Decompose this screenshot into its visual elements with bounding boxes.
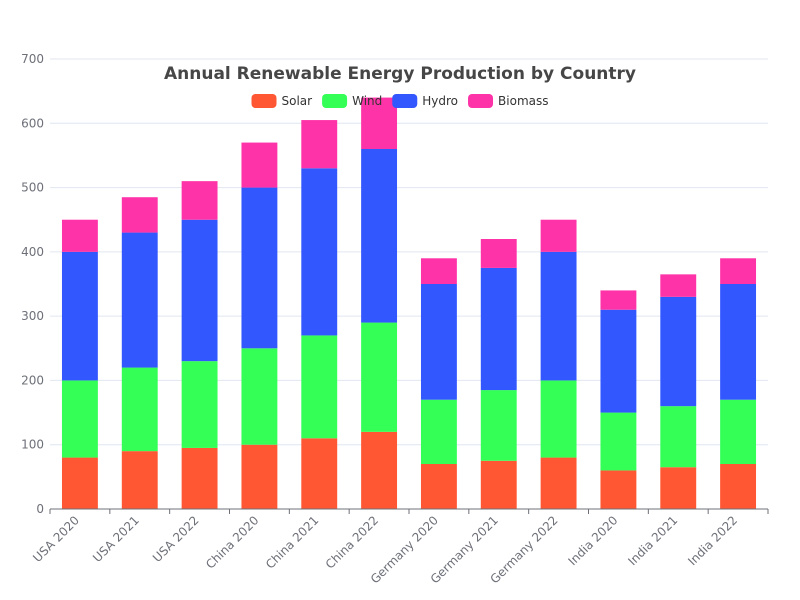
bar-hydro-segment[interactable] bbox=[540, 251, 577, 381]
y-tick-label: 200 bbox=[21, 373, 44, 387]
y-tick-label: 100 bbox=[21, 438, 44, 452]
bar-wind-segment[interactable] bbox=[361, 322, 398, 432]
bar-biomass-segment[interactable] bbox=[420, 258, 457, 284]
bar-solar-segment[interactable] bbox=[181, 447, 218, 509]
y-tick-label: 0 bbox=[36, 502, 44, 516]
bar-solar-segment[interactable] bbox=[301, 438, 338, 509]
bar-hydro-segment[interactable] bbox=[361, 149, 398, 323]
bar-biomass-segment[interactable] bbox=[301, 120, 338, 169]
y-tick-label: 300 bbox=[21, 309, 44, 323]
bar-solar-segment[interactable] bbox=[121, 451, 158, 509]
legend-swatch-hydro[interactable] bbox=[392, 94, 418, 108]
bar-solar-segment[interactable] bbox=[720, 464, 757, 509]
bar-biomass-segment[interactable] bbox=[540, 219, 577, 252]
legend-label-solar[interactable]: Solar bbox=[282, 94, 313, 108]
bar-hydro-segment[interactable] bbox=[480, 267, 517, 391]
bar-biomass-segment[interactable] bbox=[121, 197, 158, 233]
legend: Solar Wind Hydro Biomass bbox=[251, 94, 549, 108]
legend-label-biomass[interactable]: Biomass bbox=[498, 94, 548, 108]
x-tick-label: China 2020 bbox=[203, 513, 261, 571]
bar-solar-segment[interactable] bbox=[480, 460, 517, 509]
y-tick-label: 700 bbox=[21, 52, 44, 66]
bar-wind-segment[interactable] bbox=[301, 335, 338, 439]
bar-wind-segment[interactable] bbox=[121, 367, 158, 452]
bar-solar-segment[interactable] bbox=[61, 457, 98, 509]
chart-title: Annual Renewable Energy Production by Co… bbox=[164, 64, 636, 84]
bar-solar-segment[interactable] bbox=[600, 470, 637, 509]
x-tick-label: USA 2020 bbox=[30, 513, 82, 565]
bar-biomass-segment[interactable] bbox=[480, 239, 517, 268]
bar-wind-segment[interactable] bbox=[241, 348, 278, 445]
legend-swatch-biomass[interactable] bbox=[468, 94, 494, 108]
bar-wind-segment[interactable] bbox=[61, 380, 98, 458]
bar-wind-segment[interactable] bbox=[600, 412, 637, 471]
bar-solar-segment[interactable] bbox=[361, 431, 398, 509]
bar-hydro-segment[interactable] bbox=[241, 187, 278, 349]
legend-label-wind[interactable]: Wind bbox=[352, 94, 382, 108]
bar-wind-segment[interactable] bbox=[480, 390, 517, 461]
bar-wind-segment[interactable] bbox=[660, 406, 697, 468]
x-tick-label: India 2022 bbox=[685, 513, 740, 568]
x-tick-label: India 2021 bbox=[625, 513, 680, 568]
legend-swatch-wind[interactable] bbox=[322, 94, 348, 108]
legend-swatch-solar[interactable] bbox=[251, 94, 277, 108]
bar-solar-segment[interactable] bbox=[241, 444, 278, 509]
x-tick-label: China 2021 bbox=[263, 513, 321, 571]
x-tick-label: USA 2022 bbox=[150, 513, 202, 565]
bar-biomass-segment[interactable] bbox=[241, 142, 278, 188]
bar-hydro-segment[interactable] bbox=[660, 296, 697, 407]
grid-layer bbox=[50, 58, 768, 446]
bar-solar-segment[interactable] bbox=[540, 457, 577, 509]
y-tick-label: 400 bbox=[21, 245, 44, 259]
bar-solar-segment[interactable] bbox=[660, 467, 697, 509]
bar-wind-segment[interactable] bbox=[540, 380, 577, 458]
y-tick-label: 500 bbox=[21, 181, 44, 195]
bar-biomass-segment[interactable] bbox=[361, 97, 398, 149]
bar-solar-segment[interactable] bbox=[420, 464, 457, 509]
bar-wind-segment[interactable] bbox=[420, 399, 457, 464]
bar-hydro-segment[interactable] bbox=[121, 232, 158, 368]
bar-hydro-segment[interactable] bbox=[720, 284, 757, 400]
x-tick-label: India 2020 bbox=[566, 513, 621, 568]
bar-biomass-segment[interactable] bbox=[600, 290, 637, 310]
bar-biomass-segment[interactable] bbox=[61, 219, 98, 252]
bar-wind-segment[interactable] bbox=[181, 361, 218, 448]
bar-hydro-segment[interactable] bbox=[181, 219, 218, 362]
bar-biomass-segment[interactable] bbox=[660, 274, 697, 297]
bar-biomass-segment[interactable] bbox=[720, 258, 757, 284]
bar-biomass-segment[interactable] bbox=[181, 181, 218, 220]
legend-label-hydro[interactable]: Hydro bbox=[422, 94, 458, 108]
bar-hydro-segment[interactable] bbox=[301, 168, 338, 336]
bar-hydro-segment[interactable] bbox=[600, 309, 637, 413]
bar-hydro-segment[interactable] bbox=[61, 251, 98, 381]
bar-hydro-segment[interactable] bbox=[420, 284, 457, 400]
x-tick-label: China 2022 bbox=[323, 513, 381, 571]
x-tick-label: USA 2021 bbox=[90, 513, 142, 565]
bar-wind-segment[interactable] bbox=[720, 399, 757, 464]
y-tick-label: 600 bbox=[21, 116, 44, 130]
bars-layer bbox=[61, 97, 757, 509]
